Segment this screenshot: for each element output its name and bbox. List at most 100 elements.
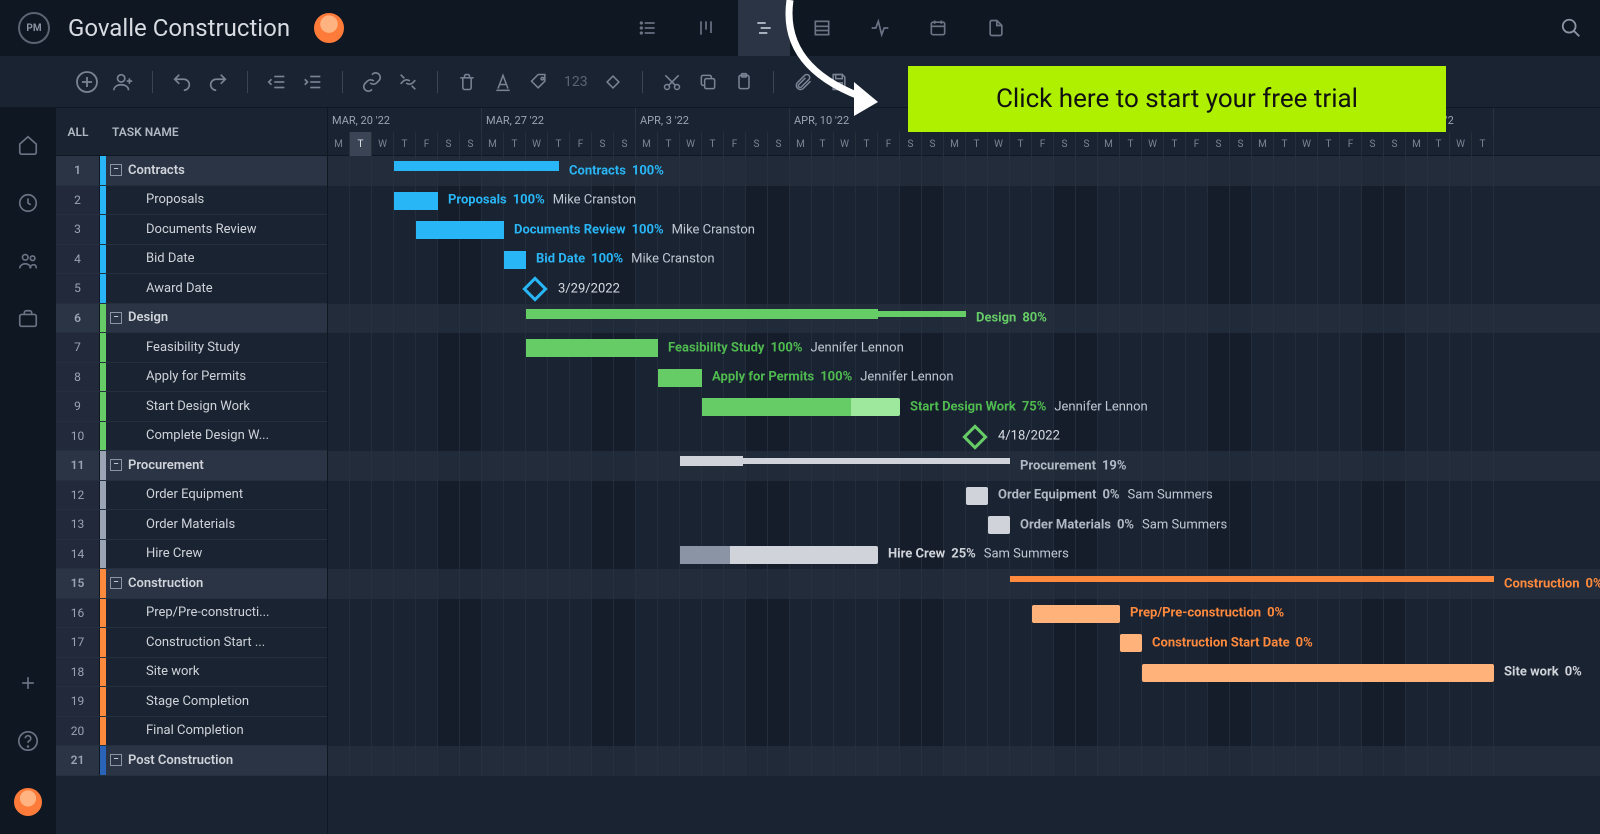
gantt-row[interactable]: Site work0% bbox=[328, 658, 1600, 688]
milestone-icon[interactable] bbox=[598, 67, 628, 97]
task-row[interactable]: 10 Complete Design W... bbox=[56, 422, 327, 452]
gantt-row[interactable] bbox=[328, 717, 1600, 747]
recent-icon[interactable] bbox=[17, 192, 39, 214]
gantt-area[interactable]: MAR, 20 '22MAR, 27 '22APR, 3 '22APR, 10 … bbox=[328, 108, 1600, 834]
gantt-row[interactable]: Hire Crew25%Sam Summers bbox=[328, 540, 1600, 570]
task-bar[interactable] bbox=[702, 398, 900, 416]
task-row[interactable]: 21 − Post Construction bbox=[56, 746, 327, 776]
gantt-row[interactable]: Construction Start Date0% bbox=[328, 628, 1600, 658]
redo-icon[interactable] bbox=[203, 67, 233, 97]
copy-icon[interactable] bbox=[693, 67, 723, 97]
gantt-row[interactable]: Contracts100% bbox=[328, 156, 1600, 186]
task-row[interactable]: 6 − Design bbox=[56, 304, 327, 334]
undo-icon[interactable] bbox=[167, 67, 197, 97]
gantt-row[interactable]: Documents Review100%Mike Cranston bbox=[328, 215, 1600, 245]
cut-icon[interactable] bbox=[657, 67, 687, 97]
gantt-body[interactable]: Contracts100% Proposals100%Mike Cranston… bbox=[328, 156, 1600, 776]
task-bar[interactable] bbox=[966, 487, 988, 505]
task-row[interactable]: 3 Documents Review bbox=[56, 215, 327, 245]
task-bar[interactable] bbox=[526, 339, 658, 357]
home-icon[interactable] bbox=[17, 134, 39, 156]
board-view-tab[interactable] bbox=[680, 0, 732, 56]
search-icon[interactable] bbox=[1560, 17, 1582, 39]
gantt-row[interactable]: Bid Date100%Mike Cranston bbox=[328, 245, 1600, 275]
task-row[interactable]: 17 Construction Start ... bbox=[56, 628, 327, 658]
summary-bar[interactable] bbox=[526, 311, 966, 317]
task-bar[interactable] bbox=[680, 546, 878, 564]
task-bar[interactable] bbox=[1120, 634, 1142, 652]
gantt-row[interactable] bbox=[328, 746, 1600, 776]
gantt-row[interactable]: Procurement19% bbox=[328, 451, 1600, 481]
task-row[interactable]: 1 − Contracts bbox=[56, 156, 327, 186]
summary-bar[interactable] bbox=[680, 458, 1010, 464]
expand-icon[interactable]: − bbox=[110, 459, 122, 471]
task-row[interactable]: 19 Stage Completion bbox=[56, 687, 327, 717]
gantt-row[interactable]: Prep/Pre-construction0% bbox=[328, 599, 1600, 629]
indent-icon[interactable] bbox=[298, 67, 328, 97]
task-row[interactable]: 5 Award Date bbox=[56, 274, 327, 304]
task-row[interactable]: 11 − Procurement bbox=[56, 451, 327, 481]
task-row[interactable]: 18 Site work bbox=[56, 658, 327, 688]
portfolio-icon[interactable] bbox=[17, 308, 39, 330]
gantt-row[interactable] bbox=[328, 687, 1600, 717]
task-row[interactable]: 9 Start Design Work bbox=[56, 392, 327, 422]
project-avatar[interactable] bbox=[314, 13, 344, 43]
expand-icon[interactable]: − bbox=[110, 577, 122, 589]
task-row[interactable]: 15 − Construction bbox=[56, 569, 327, 599]
task-row[interactable]: 12 Order Equipment bbox=[56, 481, 327, 511]
attachment-icon[interactable] bbox=[788, 67, 818, 97]
task-bar[interactable] bbox=[988, 516, 1010, 534]
activity-view-tab[interactable] bbox=[854, 0, 906, 56]
task-bar[interactable] bbox=[1142, 664, 1494, 682]
summary-bar[interactable] bbox=[1010, 576, 1494, 582]
cta-banner[interactable]: Click here to start your free trial bbox=[908, 66, 1446, 132]
link-icon[interactable] bbox=[357, 67, 387, 97]
summary-bar[interactable] bbox=[394, 163, 559, 169]
calendar-view-tab[interactable] bbox=[912, 0, 964, 56]
expand-icon[interactable]: − bbox=[110, 312, 122, 324]
task-row[interactable]: 2 Proposals bbox=[56, 186, 327, 216]
outdent-icon[interactable] bbox=[262, 67, 292, 97]
gantt-row[interactable]: Construction0% bbox=[328, 569, 1600, 599]
gantt-row[interactable]: 4/18/2022 bbox=[328, 422, 1600, 452]
task-row[interactable]: 7 Feasibility Study bbox=[56, 333, 327, 363]
add-task-icon[interactable] bbox=[72, 67, 102, 97]
gantt-row[interactable]: Feasibility Study100%Jennifer Lennon bbox=[328, 333, 1600, 363]
expand-icon[interactable]: − bbox=[110, 164, 122, 176]
milestone-icon[interactable] bbox=[962, 424, 987, 449]
delete-icon[interactable] bbox=[452, 67, 482, 97]
task-row[interactable]: 14 Hire Crew bbox=[56, 540, 327, 570]
gantt-row[interactable]: 3/29/2022 bbox=[328, 274, 1600, 304]
task-bar[interactable] bbox=[1032, 605, 1120, 623]
column-task-name[interactable]: TASK NAME bbox=[100, 125, 179, 139]
help-icon[interactable] bbox=[17, 730, 39, 752]
unlink-icon[interactable] bbox=[393, 67, 423, 97]
task-row[interactable]: 13 Order Materials bbox=[56, 510, 327, 540]
list-view-tab[interactable] bbox=[622, 0, 674, 56]
milestone-icon[interactable] bbox=[522, 276, 547, 301]
task-bar[interactable] bbox=[504, 251, 526, 269]
save-icon[interactable] bbox=[824, 67, 854, 97]
files-view-tab[interactable] bbox=[970, 0, 1022, 56]
text-format-icon[interactable] bbox=[488, 67, 518, 97]
app-logo[interactable]: PM bbox=[18, 12, 50, 44]
task-bar[interactable] bbox=[394, 192, 438, 210]
task-bar[interactable] bbox=[416, 221, 504, 239]
gantt-view-tab[interactable] bbox=[738, 0, 790, 56]
sheet-view-tab[interactable] bbox=[796, 0, 848, 56]
expand-icon[interactable]: − bbox=[110, 754, 122, 766]
task-row[interactable]: 16 Prep/Pre-constructi... bbox=[56, 599, 327, 629]
column-all[interactable]: ALL bbox=[56, 125, 100, 139]
user-avatar[interactable] bbox=[14, 788, 42, 816]
gantt-row[interactable]: Design80% bbox=[328, 304, 1600, 334]
task-row[interactable]: 20 Final Completion bbox=[56, 717, 327, 747]
gantt-row[interactable]: Apply for Permits100%Jennifer Lennon bbox=[328, 363, 1600, 393]
team-icon[interactable] bbox=[17, 250, 39, 272]
gantt-row[interactable]: Order Materials0%Sam Summers bbox=[328, 510, 1600, 540]
task-row[interactable]: 4 Bid Date bbox=[56, 245, 327, 275]
add-icon[interactable] bbox=[17, 672, 39, 694]
gantt-row[interactable]: Start Design Work75%Jennifer Lennon bbox=[328, 392, 1600, 422]
tag-icon[interactable] bbox=[524, 67, 554, 97]
gantt-row[interactable]: Proposals100%Mike Cranston bbox=[328, 186, 1600, 216]
add-user-icon[interactable] bbox=[108, 67, 138, 97]
